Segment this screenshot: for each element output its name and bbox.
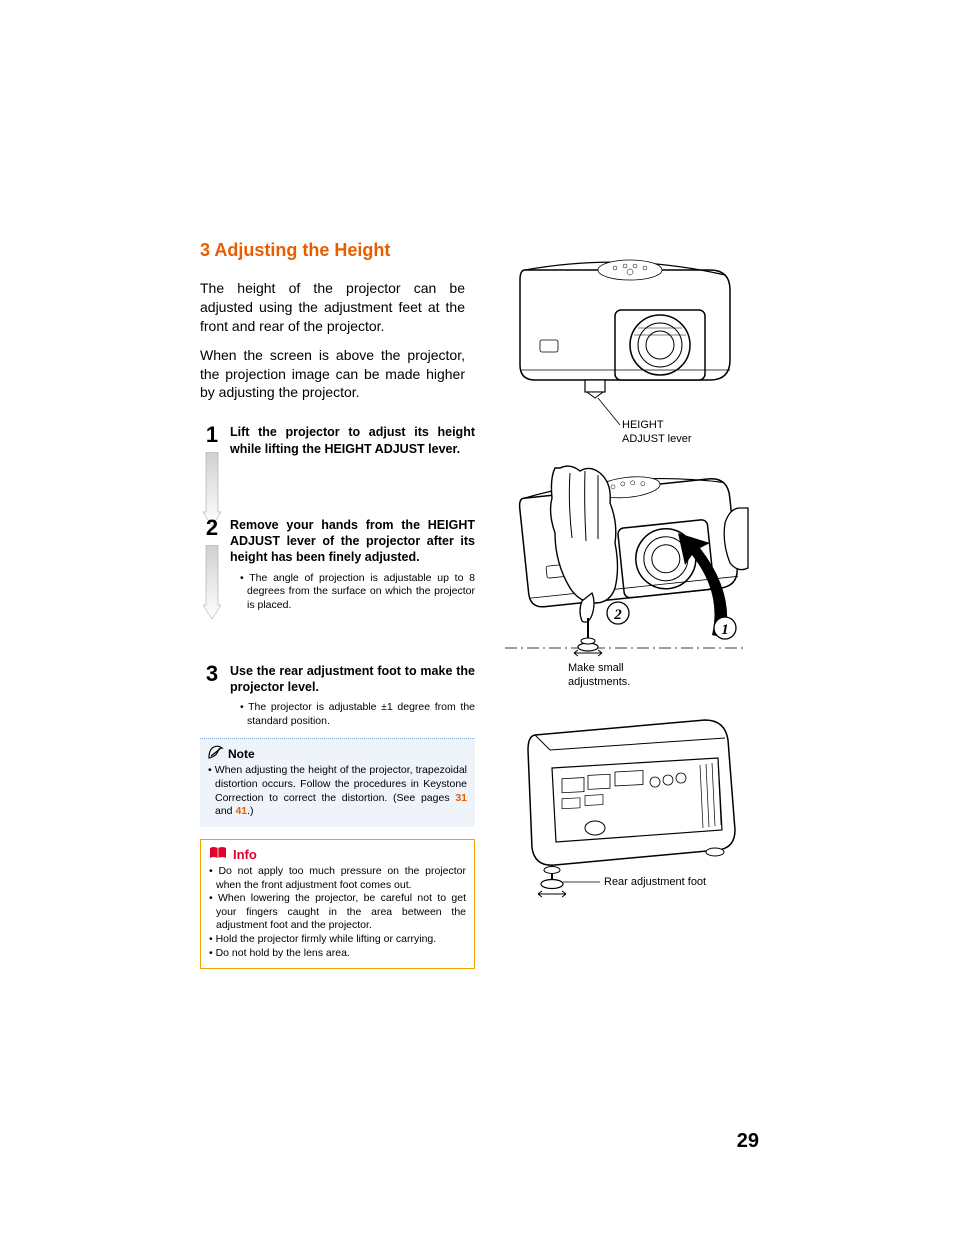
figure-3: Rear adjustment foot xyxy=(500,710,750,900)
step-title: Remove your hands from the HEIGHT ADJUST… xyxy=(230,517,475,566)
step-bullets: The projector is adjustable ±1 degree fr… xyxy=(230,701,475,728)
figure-1: HEIGHT ADJUST lever xyxy=(500,240,750,435)
figure-3-label: Rear adjustment foot xyxy=(604,875,706,889)
note-label: Note xyxy=(228,747,255,761)
book-icon xyxy=(209,846,227,863)
step-bullet: The projector is adjustable ±1 degree fr… xyxy=(240,701,475,728)
info-bullet: Hold the projector firmly while lifting … xyxy=(209,933,466,947)
info-bullet: When lowering the projector, be careful … xyxy=(209,892,466,933)
note-bullet: When adjusting the height of the project… xyxy=(208,764,467,819)
note-box: Note When adjusting the height of the pr… xyxy=(200,738,475,827)
step-number: 2 xyxy=(200,517,224,539)
info-bullet: Do not hold by the lens area. xyxy=(209,947,466,961)
intro-paragraph: When the screen is above the projector, … xyxy=(200,346,465,403)
page-ref-link[interactable]: 31 xyxy=(455,792,467,804)
note-bullets: When adjusting the height of the project… xyxy=(208,764,467,819)
info-bullets: Do not apply too much pressure on the pr… xyxy=(209,865,466,960)
step-number: 3 xyxy=(200,663,224,685)
note-header: Note xyxy=(208,745,467,762)
info-box: Info Do not apply too much pressure on t… xyxy=(200,839,475,969)
info-bullet: Do not apply too much pressure on the pr… xyxy=(209,865,466,892)
step-number: 1 xyxy=(200,424,224,446)
step-1: 1 Lift the projector to adjust its heigh… xyxy=(200,424,475,507)
step-arrow-icon xyxy=(203,545,221,619)
page-number: 29 xyxy=(737,1130,759,1153)
figure-2: 2 1 Make small adjustments. xyxy=(500,453,750,688)
svg-text:2: 2 xyxy=(613,607,622,623)
step-bullets: The angle of projection is adjustable up… xyxy=(230,572,475,613)
info-header: Info xyxy=(209,846,466,863)
step-marker: 3 xyxy=(200,663,224,685)
note-icon xyxy=(208,745,224,762)
page-ref-link[interactable]: 41 xyxy=(235,805,247,817)
steps-list: 1 Lift the projector to adjust its heigh… xyxy=(200,424,475,728)
intro-paragraph: The height of the projector can be adjus… xyxy=(200,279,465,336)
step-2: 2 Remove your hands from the HEIGHT ADJU… xyxy=(200,517,475,653)
step-bullet: The angle of projection is adjustable up… xyxy=(240,572,475,613)
figure-2-label: Make small adjustments. xyxy=(568,661,630,690)
step-marker: 1 xyxy=(200,424,224,526)
figure-1-label: HEIGHT ADJUST lever xyxy=(622,418,691,447)
figures-column: HEIGHT ADJUST lever xyxy=(500,240,760,910)
step-title: Lift the projector to adjust its height … xyxy=(230,424,475,457)
svg-text:1: 1 xyxy=(721,622,729,638)
step-marker: 2 xyxy=(200,517,224,619)
info-label: Info xyxy=(233,847,257,862)
step-title: Use the rear adjustment foot to make the… xyxy=(230,663,475,696)
step-3: 3 Use the rear adjustment foot to make t… xyxy=(200,663,475,729)
